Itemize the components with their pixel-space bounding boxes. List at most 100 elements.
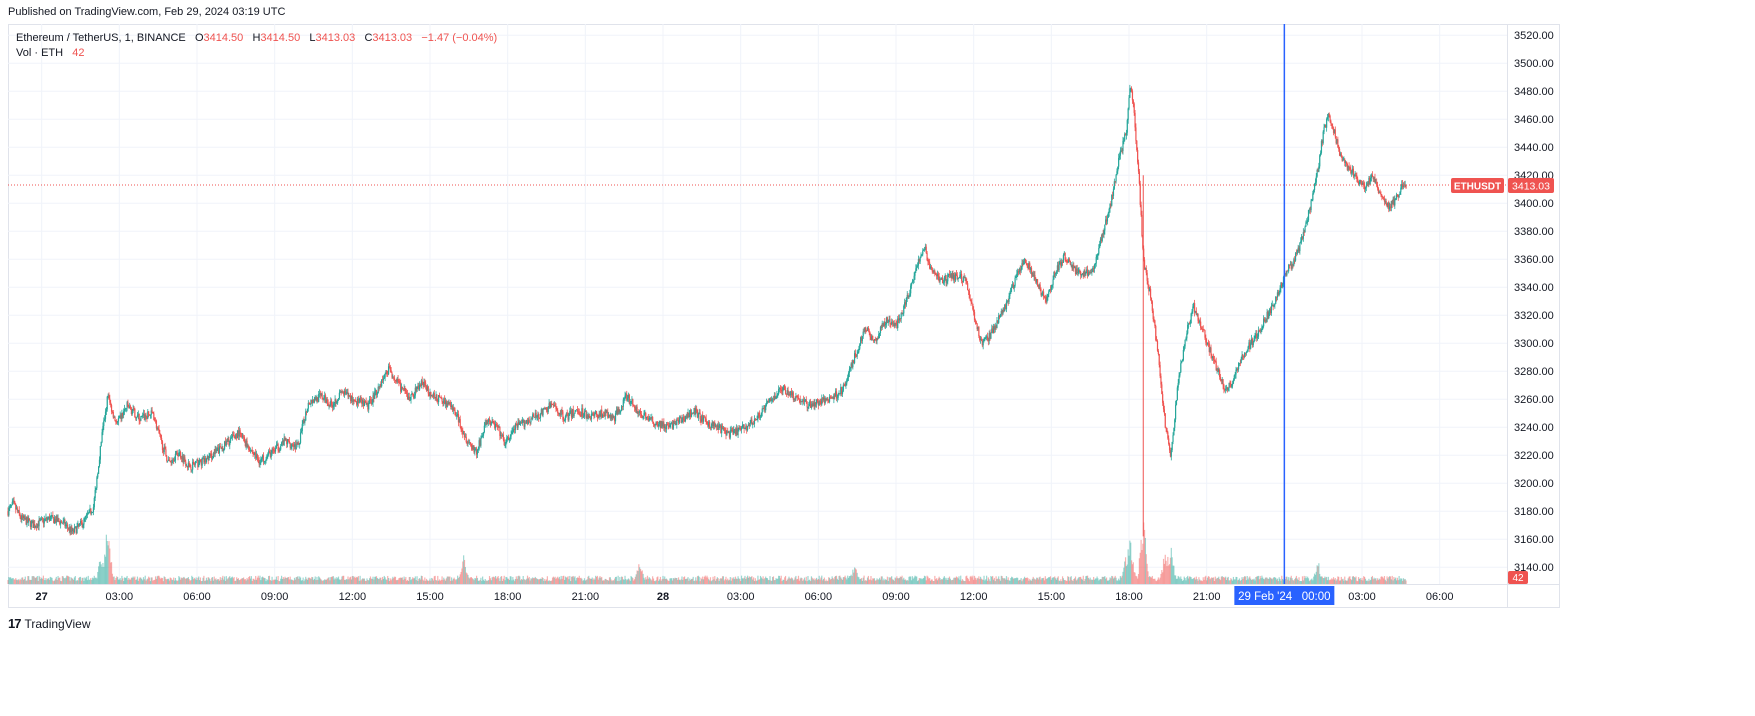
- candle-body: [1086, 269, 1089, 276]
- volume-bar: [782, 579, 784, 584]
- candle-body: [362, 400, 364, 404]
- footer-branding[interactable]: 17 TradingView: [8, 616, 91, 631]
- volume-bar: [482, 579, 485, 584]
- candle-body: [702, 415, 704, 422]
- volume-bar: [913, 577, 915, 584]
- candle-body: [459, 419, 461, 427]
- candle-body: [929, 266, 932, 269]
- candle-body: [564, 420, 566, 421]
- volume-bar: [768, 580, 770, 584]
- candle-body: [815, 402, 817, 405]
- candle-body: [106, 396, 108, 410]
- volume-bar: [658, 579, 661, 584]
- candle-body: [551, 403, 553, 405]
- candle-body: [1281, 283, 1283, 287]
- volume-bar: [1049, 577, 1051, 584]
- volume-bar: [1154, 578, 1156, 584]
- volume-bar: [378, 579, 380, 584]
- candle-body: [769, 398, 771, 402]
- candle-body: [1398, 194, 1400, 198]
- candle-body: [806, 402, 808, 408]
- volume-bar: [557, 578, 560, 584]
- candle-body: [218, 446, 221, 454]
- volume-bar: [941, 579, 943, 584]
- candle-body: [693, 408, 695, 413]
- volume-bar: [1208, 576, 1210, 584]
- candle-body: [1130, 88, 1132, 89]
- candle-body: [676, 419, 678, 425]
- volume-bar: [769, 576, 771, 584]
- candle-body: [380, 384, 382, 387]
- volume-bar: [710, 581, 712, 584]
- candle-body: [1086, 269, 1088, 272]
- candle-body: [198, 459, 201, 464]
- volume-bar: [1158, 579, 1160, 584]
- volume-bar: [29, 579, 32, 584]
- candle-body: [822, 398, 824, 400]
- candle-body: [1298, 247, 1300, 252]
- volume-bar: [684, 579, 687, 584]
- volume-bar: [451, 580, 454, 584]
- candle-body: [345, 393, 347, 395]
- candle-body: [548, 403, 550, 408]
- volume-bar: [595, 576, 598, 584]
- volume-bar: [143, 579, 145, 584]
- candle-body: [996, 320, 998, 329]
- volume-bar: [1074, 578, 1076, 584]
- volume-bar: [389, 578, 391, 584]
- volume-bar: [1309, 580, 1311, 584]
- candle-body: [967, 289, 970, 292]
- volume-bar: [667, 580, 669, 584]
- price-chart[interactable]: 3140.003160.003180.003200.003220.003240.…: [0, 0, 1568, 641]
- volume-bar: [346, 579, 348, 584]
- candle-body: [1254, 335, 1256, 338]
- candle-body: [1112, 188, 1115, 196]
- candle-body: [161, 437, 163, 442]
- candle-body: [1338, 147, 1340, 149]
- volume-bar: [735, 578, 737, 584]
- candle-body: [654, 424, 656, 426]
- candle-body: [824, 398, 826, 403]
- volume-bar: [298, 578, 300, 584]
- volume-bar: [628, 579, 630, 584]
- candle-body: [1033, 275, 1035, 277]
- candle-body: [152, 412, 154, 414]
- volume-bar: [1023, 578, 1025, 584]
- volume-bar: [752, 579, 754, 584]
- chart-frame[interactable]: [8, 24, 1560, 608]
- volume-bar: [965, 576, 967, 584]
- volume-bar: [1149, 576, 1151, 584]
- candle-body: [1231, 383, 1234, 386]
- volume-bar: [507, 578, 510, 584]
- volume-bar: [668, 580, 670, 584]
- volume-bar: [455, 580, 457, 584]
- candle-body: [329, 404, 331, 406]
- candle-body: [66, 524, 69, 528]
- volume-bar: [1082, 575, 1084, 584]
- volume-bar: [444, 580, 447, 584]
- candle-body: [1068, 259, 1070, 263]
- volume-bar: [980, 578, 983, 584]
- volume-bar: [1338, 580, 1341, 584]
- volume-bar: [191, 575, 193, 584]
- volume-bar: [1109, 577, 1111, 584]
- candle-body: [840, 387, 842, 394]
- volume-bar: [839, 575, 841, 584]
- candle-body: [13, 500, 15, 503]
- candle-body: [1102, 233, 1104, 235]
- candle-body: [1345, 161, 1348, 164]
- candle-body: [1391, 200, 1393, 204]
- volume-bar: [1332, 579, 1334, 584]
- volume-bar: [314, 576, 316, 584]
- candle-body: [616, 410, 618, 415]
- volume-bar: [1126, 564, 1128, 584]
- candle-body: [1293, 259, 1295, 266]
- candle-body: [1264, 320, 1266, 322]
- volume-bar: [1051, 578, 1053, 584]
- candle-body: [863, 331, 865, 333]
- volume-bar: [1110, 578, 1112, 584]
- candle-body: [564, 415, 567, 421]
- candle-body: [917, 259, 920, 266]
- volume-bar: [471, 578, 473, 584]
- candle-body: [1315, 176, 1317, 183]
